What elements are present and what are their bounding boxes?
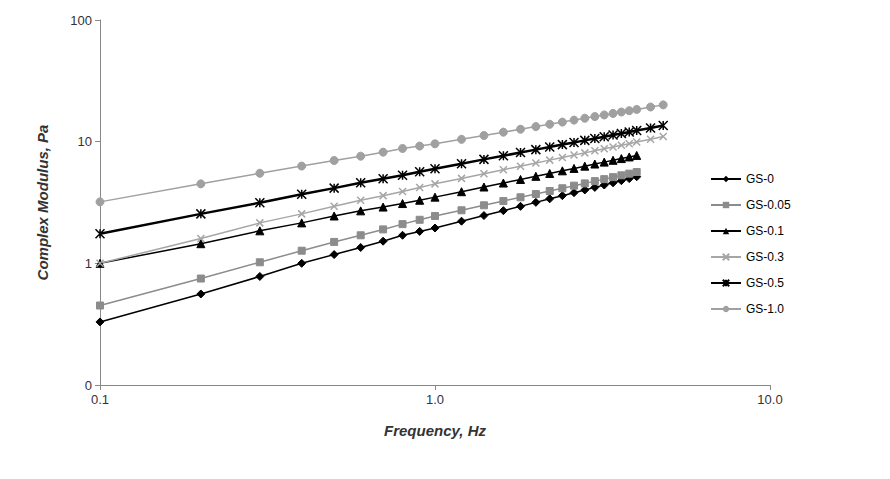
svg-text:10.0: 10.0	[757, 392, 782, 407]
svg-text:GS-1.0: GS-1.0	[746, 302, 784, 316]
svg-text:10: 10	[78, 134, 92, 149]
svg-text:1: 1	[85, 256, 92, 271]
svg-text:Frequency, Hz: Frequency, Hz	[384, 422, 486, 439]
svg-text:1.0: 1.0	[426, 392, 444, 407]
svg-text:GS-0.1: GS-0.1	[746, 224, 784, 238]
svg-text:GS-0.05: GS-0.05	[746, 198, 791, 212]
svg-text:Complex Modulus, Pa: Complex Modulus, Pa	[34, 125, 51, 281]
svg-text:GS-0.5: GS-0.5	[746, 276, 784, 290]
svg-text:100: 100	[70, 13, 92, 28]
svg-text:GS-0.3: GS-0.3	[746, 250, 784, 264]
svg-text:GS-0: GS-0	[746, 172, 774, 186]
svg-text:0.1: 0.1	[91, 392, 109, 407]
svg-text:0: 0	[85, 378, 92, 393]
